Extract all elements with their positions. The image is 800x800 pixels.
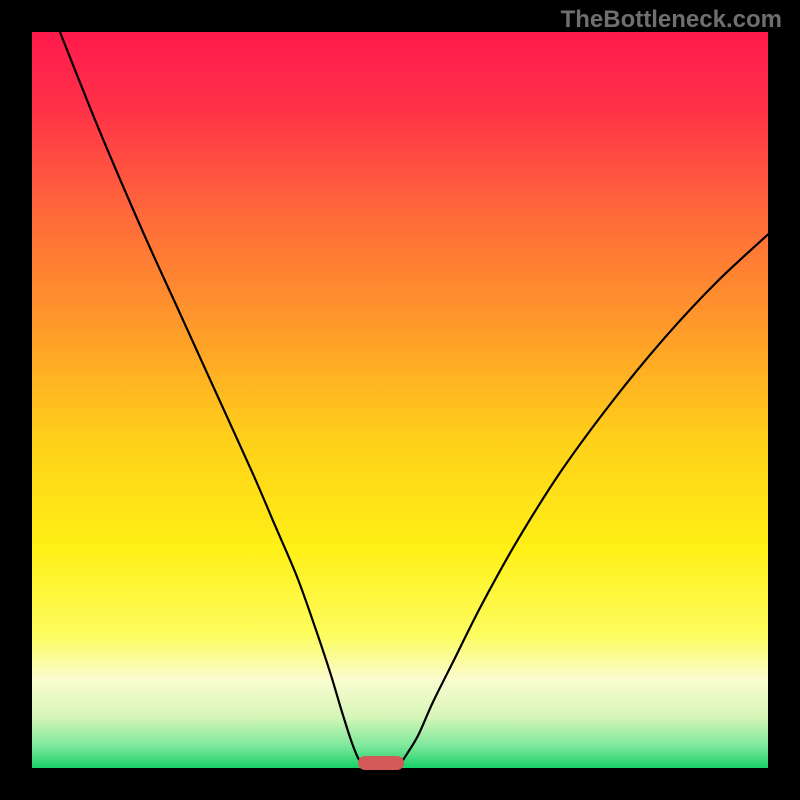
plot-area — [32, 32, 768, 768]
watermark-text: TheBottleneck.com — [561, 6, 782, 34]
optimal-marker — [358, 756, 404, 770]
bottleneck-curves — [32, 32, 768, 768]
chart-container: TheBottleneck.com — [0, 0, 800, 800]
